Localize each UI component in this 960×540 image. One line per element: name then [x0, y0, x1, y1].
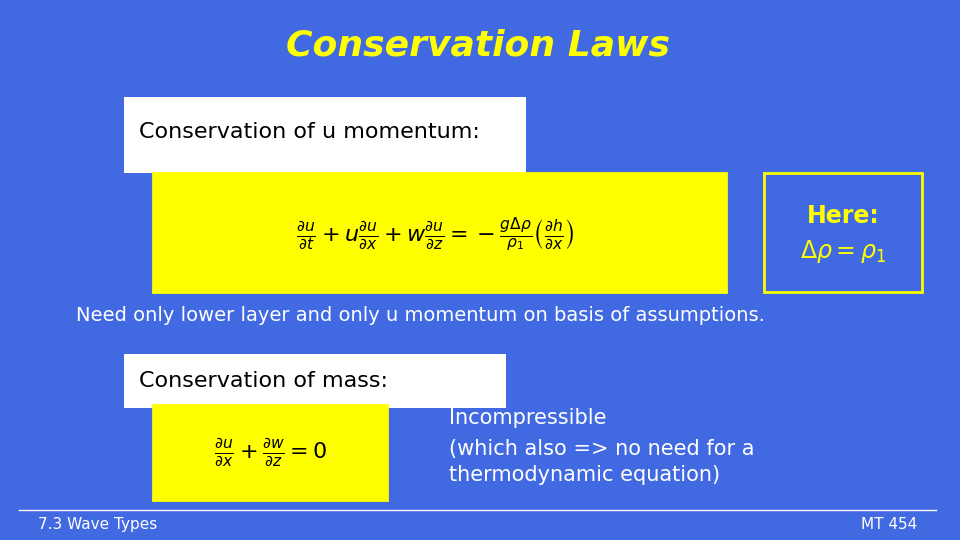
- Text: Need only lower layer and only u momentum on basis of assumptions.: Need only lower layer and only u momentu…: [77, 306, 765, 326]
- Text: $\frac{\partial u}{\partial t} + u\frac{\partial u}{\partial x} + w\frac{\partia: $\frac{\partial u}{\partial t} + u\frac{…: [296, 216, 574, 254]
- FancyBboxPatch shape: [153, 173, 727, 292]
- Text: $\frac{\partial u}{\partial x} + \frac{\partial w}{\partial z} = 0$: $\frac{\partial u}{\partial x} + \frac{\…: [214, 436, 327, 468]
- FancyBboxPatch shape: [764, 173, 923, 292]
- Text: 7.3 Wave Types: 7.3 Wave Types: [38, 517, 157, 532]
- FancyBboxPatch shape: [153, 405, 387, 500]
- Text: MT 454: MT 454: [861, 517, 918, 532]
- FancyBboxPatch shape: [124, 97, 525, 173]
- Text: Conservation Laws: Conservation Laws: [286, 29, 670, 63]
- FancyBboxPatch shape: [124, 354, 507, 408]
- Text: Conservation of mass:: Conservation of mass:: [138, 370, 388, 391]
- Text: Here:
$\Delta\rho = \rho_1$: Here: $\Delta\rho = \rho_1$: [800, 205, 886, 265]
- Text: Incompressible: Incompressible: [449, 408, 607, 429]
- Text: Conservation of u momentum:: Conservation of u momentum:: [138, 122, 479, 143]
- Text: (which also => no need for a
thermodynamic equation): (which also => no need for a thermodynam…: [449, 438, 755, 485]
